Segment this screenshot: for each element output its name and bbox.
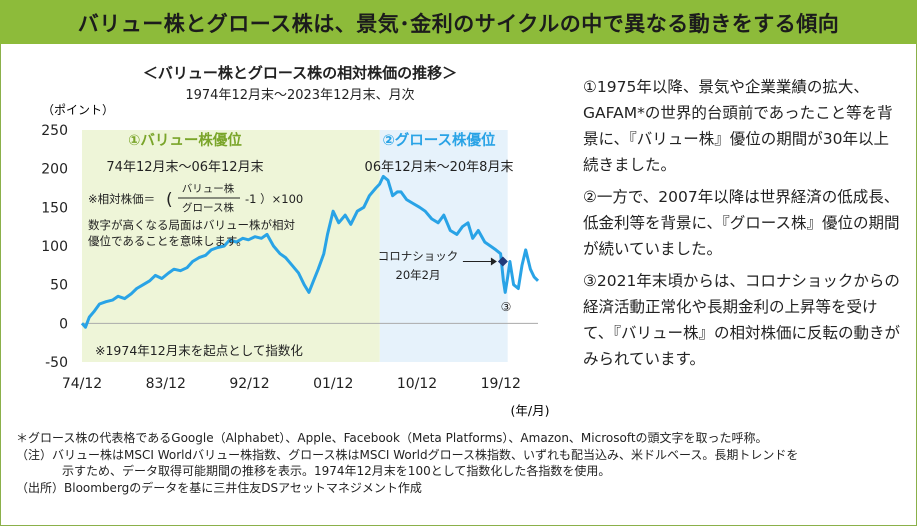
explanation-2: ②一方で、2007年以降は世界経済の低成長、低金利等を背景に、『グロース株』優位… [583, 188, 900, 258]
formula-prefix: ※相対株価＝ [88, 192, 155, 206]
chart-subtitle: 1974年12月末～2023年12月末、月次 [185, 88, 415, 103]
corona-label-1: コロナショック [378, 249, 459, 263]
explanation-1: ①1975年以降、景気や企業業績の拡大、GAFAM*の世界的台頭前であったこと等… [583, 78, 893, 174]
explanation-3: ③2021年末頃からは、コロナショックからの経済活動正常化や長期金利の上昇等を受… [583, 272, 900, 368]
header-bar: バリュー株とグロース株は、景気･金利のサイクルの中で異なる動きをする傾向 [0, 0, 917, 44]
chart-title: ＜バリュー株とグロース株の相対株価の推移＞ [142, 64, 458, 82]
explain-line-2: 優位であることを意味します。 [88, 234, 248, 248]
formula-numerator: バリュー株 [182, 182, 235, 195]
corona-marker [497, 256, 508, 267]
formula: ※相対株価＝ ( バリュー株 グロース株 -1 ）×100 [88, 182, 303, 214]
y-tick-label: 0 [59, 316, 68, 332]
y-unit-label: （ポイント） [42, 103, 114, 117]
explanation-panel: ①1975年以降、景気や企業業績の拡大、GAFAM*の世界的台頭前であったこと等… [583, 74, 903, 378]
x-tick-label: 83/12 [146, 376, 186, 392]
explain-line-1: 数字が高くなる局面はバリュー株が相対 [88, 218, 295, 232]
x-tick-label: 01/12 [313, 376, 353, 392]
x-tick-label: 10/12 [397, 376, 437, 392]
x-unit-label: (年/月) [511, 403, 550, 418]
y-tick-label: 200 [41, 162, 68, 178]
footnote-note-cont: 示すため、データ取得可能期間の推移を表示。1974年12月末を100として指数化… [62, 464, 611, 478]
corona-label-2: 20年2月 [396, 268, 441, 282]
y-axis: -50 0 50 100 150 200 250 [41, 123, 68, 371]
footnote-source: （出所）Bloombergのデータを基に三井住友DSアセットマネジメント作成 [16, 480, 422, 495]
period1-range: 74年12月末～06年12月末 [106, 160, 263, 175]
y-tick-label: 150 [41, 200, 68, 216]
x-tick-label: 74/12 [62, 376, 102, 392]
period2-range: 06年12月末～20年8月末 [365, 160, 514, 175]
y-tick-label: 250 [41, 123, 68, 139]
y-tick-label: 100 [41, 239, 68, 255]
y-tick-label: 50 [50, 278, 68, 294]
x-tick-label: 19/12 [481, 376, 521, 392]
x-tick-label: 92/12 [229, 376, 269, 392]
relative-price-line [80, 174, 540, 329]
period1-title: ①バリュー株優位 [128, 131, 242, 149]
relative-price-chart: -50 0 50 100 150 200 250 74/12 83/12 92/12 01/12 1… [41, 103, 550, 418]
formula-open-paren: ( [166, 190, 173, 210]
period2-title: ②グロース株優位 [382, 131, 496, 149]
formula-suffix: -1 ）×100 [245, 192, 303, 206]
base-note: ※1974年12月末を起点として指数化 [95, 343, 303, 358]
y-tick-label: -50 [45, 355, 68, 371]
footnote-note: （注）バリュー株はMSCI Worldバリュー株指数、グロース株はMSCI Wo… [16, 447, 799, 462]
corona-arrowhead [490, 257, 497, 266]
x-axis: 74/12 83/12 92/12 01/12 10/12 19/12 [62, 376, 521, 392]
footnote-gafam: ＊グロース株の代表格であるGoogle（Alphabet）、Apple、Face… [16, 431, 768, 445]
page-title: バリュー株とグロース株は、景気･金利のサイクルの中で異なる動きをする傾向 [77, 12, 840, 36]
footnotes: ＊グロース株の代表格であるGoogle（Alphabet）、Apple、Face… [16, 430, 906, 496]
marker-3: ③ [501, 300, 512, 314]
formula-denominator: グロース株 [182, 201, 234, 214]
